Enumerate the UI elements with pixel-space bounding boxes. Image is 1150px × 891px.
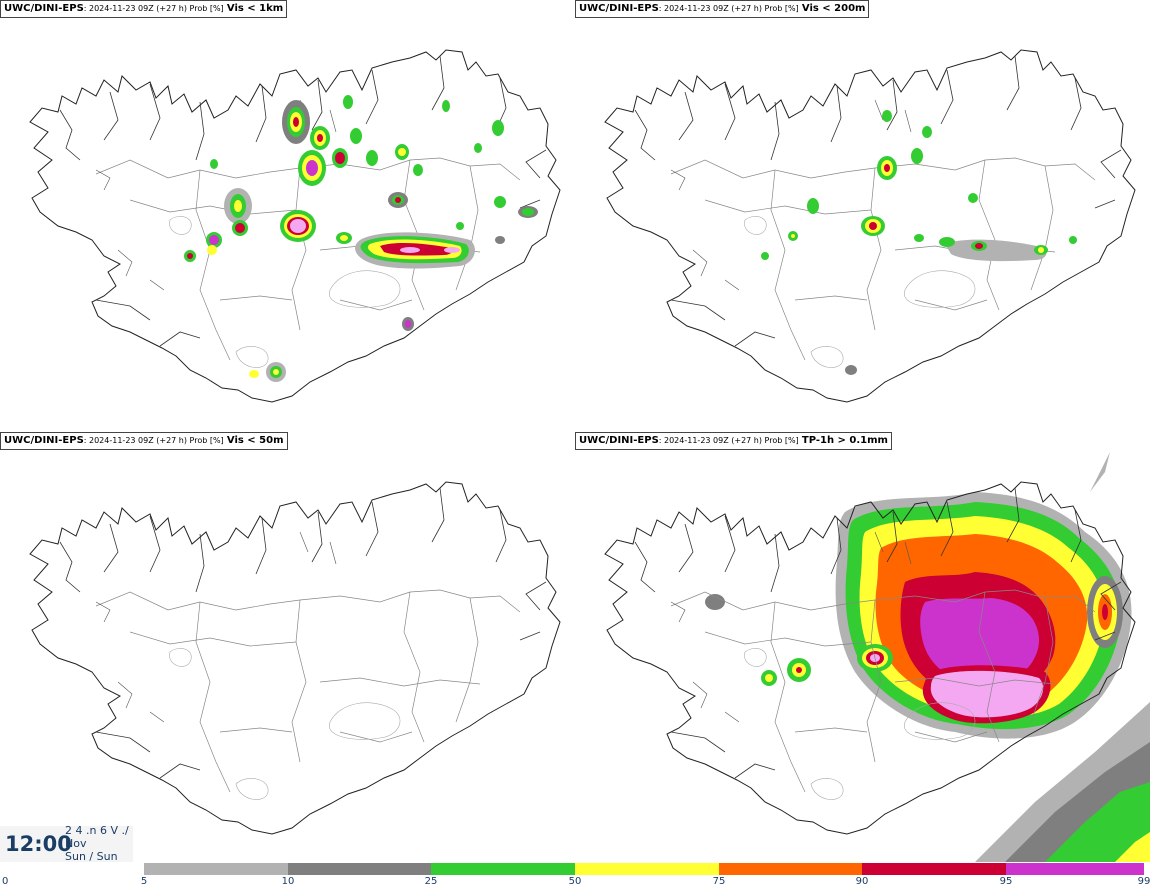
colorbar-bin	[719, 863, 862, 875]
colorbar-tick-label: 5	[140, 876, 148, 887]
colorbar-bin	[1006, 863, 1144, 875]
map-panel-vis-1km: UWC/DINI-EPS: 2024-11-23 09Z (+27 h) Pro…	[0, 0, 575, 430]
map-vis-50m	[29, 481, 561, 835]
map-tp-1h	[604, 452, 1150, 862]
colorbar	[144, 863, 1150, 875]
map-panel-vis-200m: UWC/DINI-EPS: 2024-11-23 09Z (+27 h) Pro…	[575, 0, 1150, 430]
valid-date-line3: Sun / Sun	[65, 850, 118, 863]
panel-title: UWC/DINI-EPS: 2024-11-23 09Z (+27 h) Pro…	[575, 0, 870, 18]
colorbar-tick-label: 10	[281, 876, 295, 887]
colorbar-tick-label: 95	[999, 876, 1013, 887]
colorbar-tick-label: 25	[424, 876, 438, 887]
valid-date-line1: 2 4 .n 6 V ./	[65, 824, 129, 837]
variable-label: Vis < 50m	[226, 435, 284, 446]
prob-contours-vis-200m	[761, 110, 1077, 375]
colorbar-tick-label: 50	[568, 876, 582, 887]
colorbar-tick-label: 90	[855, 876, 869, 887]
panel-title: UWC/DINI-EPS: 2024-11-23 09Z (+27 h) Pro…	[0, 432, 288, 450]
map-vis-200m	[604, 49, 1136, 403]
model-name: UWC/DINI-EPS	[4, 435, 84, 446]
panel-title: UWC/DINI-EPS: 2024-11-23 09Z (+27 h) Pro…	[0, 0, 288, 18]
run-meta: : 2024-11-23 09Z (+27 h) Prob [%]	[83, 436, 224, 445]
precip-contours	[705, 452, 1150, 862]
model-name: UWC/DINI-EPS	[4, 3, 84, 14]
variable-label: Vis < 1km	[226, 3, 284, 14]
colorbar-bin	[288, 863, 431, 875]
variable-label: Vis < 200m	[801, 3, 866, 14]
model-name: UWC/DINI-EPS	[579, 435, 659, 446]
map-vis-1km	[29, 49, 561, 403]
colorbar-bin	[144, 863, 288, 875]
prob-contours-vis-1km	[184, 95, 538, 382]
colorbar-tick-label: 75	[712, 876, 726, 887]
map-panel-tp-1h: UWC/DINI-EPS: 2024-11-23 09Z (+27 h) Pro…	[575, 432, 1150, 862]
valid-time-box: 12:00 2 4 .n 6 V ./ Nov Sun / Sun	[0, 824, 133, 863]
run-meta: : 2024-11-23 09Z (+27 h) Prob [%]	[658, 4, 799, 13]
panel-title: UWC/DINI-EPS: 2024-11-23 09Z (+27 h) Pro…	[575, 432, 892, 450]
colorbar-ticks: 0 5 10 25 50 75 90 95 99	[0, 876, 1150, 890]
valid-time: 12:00	[5, 832, 72, 856]
model-name: UWC/DINI-EPS	[579, 3, 659, 14]
map-panel-vis-50m: UWC/DINI-EPS: 2024-11-23 09Z (+27 h) Pro…	[0, 432, 575, 862]
run-meta: : 2024-11-23 09Z (+27 h) Prob [%]	[658, 436, 799, 445]
colorbar-bin	[862, 863, 1006, 875]
colorbar-bin	[575, 863, 719, 875]
variable-label: TP-1h > 0.1mm	[801, 435, 888, 446]
colorbar-tick-label: 0	[2, 876, 9, 887]
colorbar-tick-label: 99	[1137, 876, 1150, 887]
run-meta: : 2024-11-23 09Z (+27 h) Prob [%]	[83, 4, 224, 13]
valid-date-line2: Nov	[65, 837, 87, 850]
colorbar-bin	[431, 863, 575, 875]
valid-date: 2 4 .n 6 V ./ Nov Sun / Sun	[65, 824, 129, 863]
